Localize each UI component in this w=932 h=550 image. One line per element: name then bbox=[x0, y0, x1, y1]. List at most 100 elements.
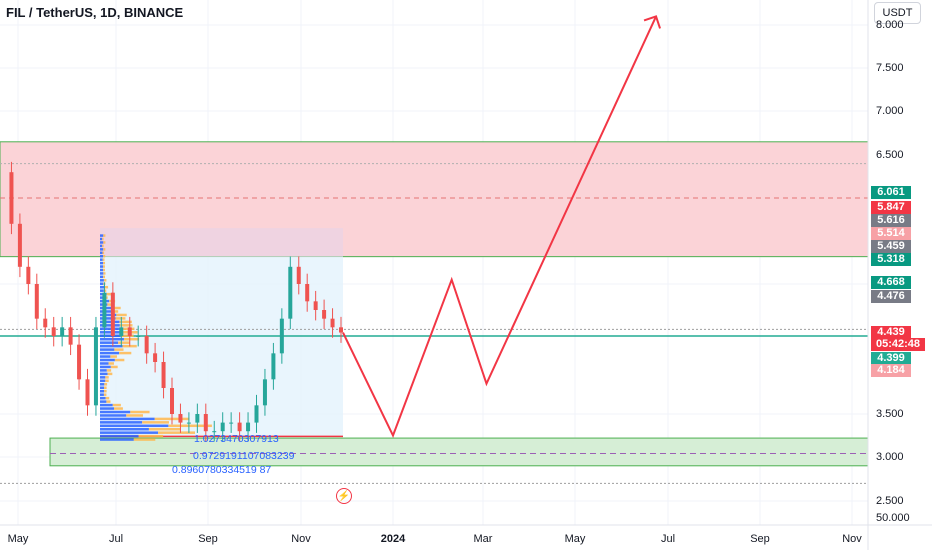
volume-profile-bar bbox=[100, 427, 149, 431]
volume-profile-bar bbox=[100, 417, 155, 421]
volume-profile-bar bbox=[100, 410, 131, 414]
candle-body bbox=[279, 318, 284, 354]
candle-body bbox=[43, 318, 48, 328]
candle-body bbox=[330, 318, 335, 328]
volume-profile-bar bbox=[104, 386, 107, 389]
volume-profile-bar bbox=[103, 261, 106, 265]
price-tag: 5.616 bbox=[871, 214, 911, 227]
volume-profile-bar bbox=[100, 424, 169, 428]
candle-body bbox=[144, 336, 149, 354]
volume-profile-bar bbox=[100, 355, 111, 358]
volume-profile-bar bbox=[104, 389, 107, 393]
volume-profile-bar bbox=[100, 289, 104, 292]
candle-body bbox=[26, 266, 31, 284]
flash-icon[interactable]: ⚡ bbox=[336, 488, 352, 504]
candle-body bbox=[288, 266, 293, 319]
volume-profile-bar bbox=[123, 337, 140, 341]
volume-profile-bar bbox=[108, 362, 114, 365]
volume-profile-bar bbox=[102, 244, 104, 248]
volume-profile-bar bbox=[100, 431, 159, 434]
volume-profile-bar bbox=[100, 365, 111, 369]
volume-profile-bar bbox=[100, 268, 104, 272]
candle-body bbox=[93, 327, 98, 406]
time-axis-label: Mar bbox=[473, 533, 493, 545]
volume-profile-bar bbox=[107, 303, 113, 306]
time-axis-label: Jul bbox=[660, 533, 676, 545]
range-box bbox=[100, 256, 343, 437]
candle-body bbox=[271, 353, 276, 380]
volume-profile-bar bbox=[138, 434, 164, 438]
volume-profile-bar bbox=[104, 285, 109, 289]
volume-profile-bar bbox=[100, 320, 120, 324]
candle-body bbox=[305, 284, 310, 302]
price-axis-label: 6.500 bbox=[876, 149, 904, 161]
volume-profile-bar bbox=[100, 261, 104, 265]
volume-profile-bar bbox=[115, 317, 126, 320]
candle-body bbox=[119, 327, 124, 336]
volume-profile-bar bbox=[106, 400, 111, 403]
volume-profile-bar bbox=[103, 234, 106, 237]
volume-profile-bar bbox=[105, 396, 110, 400]
volume-profile-bar bbox=[100, 241, 104, 244]
candle-body bbox=[203, 414, 208, 432]
volume-profile-bar bbox=[118, 341, 130, 344]
volume-profile-bar bbox=[100, 344, 123, 348]
symbol-title: FIL / TetherUS, 1D, BINANCE bbox=[6, 5, 184, 20]
volume-profile-bar bbox=[100, 313, 117, 317]
candle-body bbox=[178, 414, 183, 423]
volume-profile-bar bbox=[112, 403, 121, 407]
candle-body bbox=[246, 422, 251, 432]
candle-body bbox=[220, 422, 225, 432]
volume-profile-bar bbox=[100, 244, 103, 248]
currency-button[interactable]: USDT bbox=[874, 2, 921, 24]
price-tag: 4.399 bbox=[871, 352, 911, 365]
volume-profile-bar bbox=[102, 258, 105, 261]
volume-profile-bar bbox=[100, 434, 139, 438]
price-axis-label: 7.500 bbox=[876, 62, 904, 74]
candle-body bbox=[195, 414, 200, 423]
volume-profile-bar bbox=[100, 327, 122, 331]
volume-profile-bar bbox=[120, 334, 134, 337]
time-axis-label: Jul bbox=[108, 533, 124, 545]
candle-body bbox=[339, 327, 343, 333]
price-tag: 4.184 bbox=[871, 364, 911, 377]
time-axis-label: May bbox=[7, 533, 29, 545]
volume-profile-bar bbox=[168, 424, 212, 428]
price-tag: 4.476 bbox=[871, 290, 911, 303]
volume-profile-bar bbox=[102, 251, 105, 255]
volume-profile-bar bbox=[126, 414, 143, 417]
volume-profile-bar bbox=[106, 369, 112, 372]
price-tag: 05:42:48 bbox=[871, 338, 925, 351]
candle-body bbox=[51, 327, 56, 336]
fib-label-2: 0.9729191107083239 bbox=[193, 450, 295, 462]
volume-profile-bar bbox=[100, 265, 103, 268]
volume-profile-bar bbox=[130, 410, 150, 414]
price-tag: 5.847 bbox=[871, 201, 911, 214]
volume-profile-bar bbox=[103, 254, 106, 258]
volume-profile-bar bbox=[103, 268, 105, 272]
volume-profile-bar bbox=[106, 292, 111, 296]
volume-profile-bar bbox=[100, 407, 114, 410]
volume-profile-bar bbox=[103, 393, 107, 396]
price-tag: 6.061 bbox=[871, 186, 911, 199]
volume-profile-bar bbox=[100, 396, 106, 400]
time-axis-label: Sep bbox=[198, 533, 218, 545]
price-tag: 5.514 bbox=[871, 227, 911, 240]
candle-body bbox=[322, 310, 327, 319]
volume-profile-bar bbox=[100, 272, 104, 275]
candle-body bbox=[161, 362, 166, 388]
volume-profile-bar bbox=[100, 358, 115, 362]
volume-profile-bar bbox=[100, 282, 104, 285]
volume-profile-bar bbox=[100, 337, 124, 341]
time-axis-label: 2024 bbox=[380, 533, 406, 545]
price-axis-label: 8.000 bbox=[876, 19, 904, 31]
volume-profile-bar bbox=[100, 234, 104, 237]
volume-profile-bar bbox=[100, 379, 106, 383]
price-tag: 5.459 bbox=[871, 240, 911, 253]
volume-profile-bar bbox=[112, 306, 121, 310]
time-axis-label: Sep bbox=[750, 533, 770, 545]
candle-body bbox=[85, 379, 90, 406]
volume-profile-bar bbox=[102, 265, 105, 268]
